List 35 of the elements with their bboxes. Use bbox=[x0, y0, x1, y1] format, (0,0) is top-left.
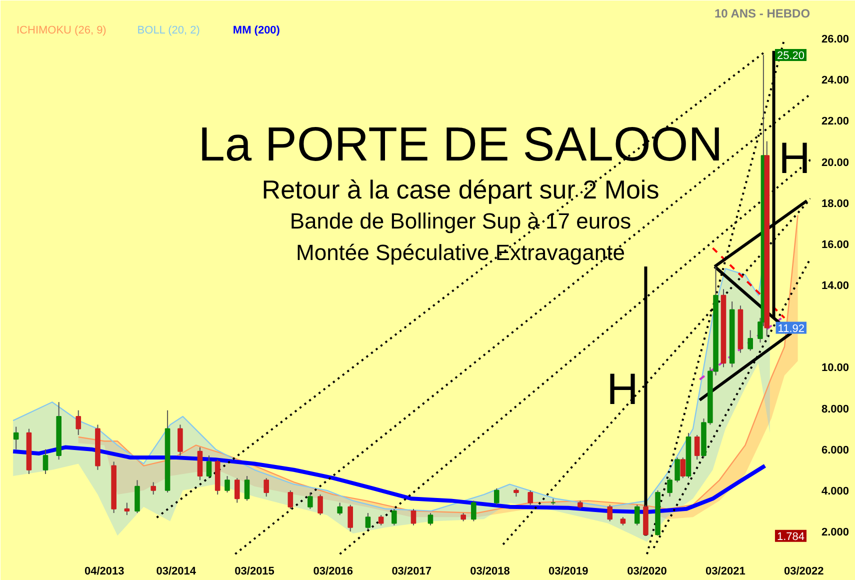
y-tick-label: 18.00 bbox=[822, 198, 850, 210]
x-tick-label: 04/2013 bbox=[84, 566, 124, 578]
annotation: 11.92 bbox=[778, 322, 805, 335]
x-tick-label: 03/2019 bbox=[548, 566, 588, 578]
annotation: H bbox=[778, 134, 810, 183]
x-tick-label: 03/2015 bbox=[234, 566, 274, 578]
y-tick-label: 14.00 bbox=[822, 280, 850, 292]
y-tick-label: 26.00 bbox=[822, 34, 850, 46]
text: La PORTE DE SALOON bbox=[198, 118, 723, 172]
y-tick-label: 24.00 bbox=[822, 74, 850, 87]
x-tick-label: 03/2022 bbox=[784, 566, 824, 578]
annotation: Bande de Bollinger Sup à 17 euros bbox=[290, 208, 632, 234]
text: BOLL (20, 2) bbox=[137, 24, 200, 36]
x-tick-label: 03/2017 bbox=[392, 566, 432, 578]
y-tick-label: 8.000 bbox=[822, 403, 850, 416]
annotation: H bbox=[606, 365, 638, 414]
text: ICHIMOKU (26, 9) bbox=[16, 24, 106, 36]
annotation: 10 ANS - HEBDO bbox=[714, 6, 810, 20]
x-tick-label: 03/2018 bbox=[470, 566, 510, 578]
y-tick-label: 22.00 bbox=[822, 116, 850, 128]
annotation: Montée Spéculative Extravagante bbox=[296, 240, 625, 266]
y-tick-label: 2.000 bbox=[822, 526, 850, 538]
y-tick-label: 16.00 bbox=[822, 238, 850, 251]
x-tick-label: 03/2014 bbox=[156, 566, 197, 578]
annotation: 25.20 bbox=[776, 50, 805, 62]
annotation: 1.784 bbox=[776, 530, 805, 543]
x-tick-label: 03/2016 bbox=[313, 566, 354, 578]
x-tick-label: 03/2020 bbox=[627, 566, 667, 578]
x-tick-label: 03/2021 bbox=[706, 566, 746, 578]
y-tick-label: 4.000 bbox=[822, 485, 850, 498]
y-tick-label: 10.00 bbox=[822, 362, 850, 374]
y-tick-label: 20.00 bbox=[822, 156, 850, 169]
text: MM (200) bbox=[232, 24, 280, 36]
annotation: Retour à la case départ sur 2 Mois bbox=[262, 174, 660, 204]
y-tick-label: 6.000 bbox=[822, 444, 850, 456]
